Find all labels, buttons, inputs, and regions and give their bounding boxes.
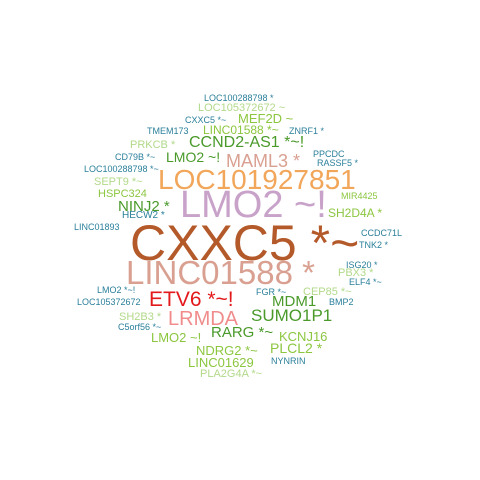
cloud-word-ccnd2-as1: CCND2-AS1 *~! [189, 134, 305, 151]
cloud-word-ninj2: NINJ2 * [118, 198, 170, 215]
cloud-word-plcl2: PLCL2 * [270, 340, 323, 356]
cloud-word-tmem173: TMEM173 [147, 126, 189, 136]
cloud-word-znrf1: ZNRF1 * [289, 126, 325, 136]
cloud-word-pla2g4a: PLA2G4A *~ [200, 368, 263, 380]
cloud-word-loc100288798-top: LOC100288798 * [204, 93, 274, 103]
cloud-word-ppcdc: PPCDC [313, 149, 345, 159]
cloud-word-hspc324: HSPC324 [98, 188, 147, 200]
cloud-word-sh2d4a: SH2D4A * [328, 206, 383, 220]
cloud-word-rassf5: RASSF5 * [317, 158, 359, 168]
cloud-word-prkcb: PRKCB * [130, 139, 176, 151]
cloud-word-elf4: ELF4 *~ [349, 277, 382, 287]
cloud-word-lmo2-teal: LMO2 *~! [97, 285, 136, 295]
cloud-word-isg20: ISG20 * [346, 260, 378, 270]
cloud-word-ndrg2: NDRG2 *~ [196, 343, 258, 358]
cloud-word-cxxc5-small: CXXC5 *~ [185, 115, 227, 125]
cloud-word-nynrin: NYNRIN [271, 356, 306, 366]
cloud-word-loc105372672-low: LOC105372672 [77, 297, 141, 307]
cloud-word-lmo2-green: LMO2 ~! [166, 149, 221, 165]
cloud-word-bmp2: BMP2 [329, 297, 354, 307]
cloud-word-pbx3: PBX3 * [338, 267, 374, 279]
cloud-word-ccdc71l: CCDC71L [361, 228, 403, 238]
cloud-word-sept9: SEPT9 *~ [94, 176, 143, 188]
cloud-word-loc100288798-mid: LOC100288798 *~ [84, 164, 159, 174]
cloud-word-etv6: ETV6 *~! [149, 288, 234, 311]
cloud-word-linc01588-large: LINC01588 * [126, 254, 315, 291]
cloud-word-loc101927851: LOC101927851 [158, 164, 356, 195]
cloud-word-maml3: MAML3 * [226, 151, 301, 171]
cloud-word-lmo2-mauve: LMO2 ~! [180, 184, 327, 226]
cloud-word-tnk2: TNK2 * [359, 240, 389, 250]
cloud-word-linc01893: LINC01893 [74, 222, 120, 232]
cloud-word-cd79b: CD79B *~ [115, 152, 156, 162]
cloud-word-linc01629: LINC01629 [188, 355, 254, 370]
cloud-word-lrmda: LRMDA [168, 308, 239, 330]
cloud-word-loc105372672-top: LOC105372672 ~ [198, 102, 286, 114]
cloud-word-fgr: FGR *~ [256, 287, 287, 297]
cloud-word-hecw2: HECW2 * [122, 210, 165, 221]
cloud-word-cxxc5-large: CXXC5 *~ [130, 215, 360, 271]
cloud-word-lmo2-lightgreen: LMO2 ~! [151, 330, 202, 345]
cloud-word-rarg: RARG *~ [211, 324, 274, 341]
cloud-word-cep85: CEP85 *~ [303, 286, 352, 298]
cloud-word-linc01588-small: LINC01588 *~ [203, 123, 279, 137]
cloud-word-c5orf56: C5orf56 *~ [118, 322, 162, 332]
cloud-word-sh2b3: SH2B3 * [119, 311, 162, 323]
cloud-word-mir4425: MIR4425 [341, 191, 378, 201]
cloud-word-mef2d: MEF2D ~ [238, 111, 294, 126]
cloud-word-sumo1p1: SUMO1P1 [251, 306, 333, 325]
cloud-word-mdm1: MDM1 [272, 293, 317, 310]
cloud-word-kcnj16: KCNJ16 [279, 329, 328, 344]
